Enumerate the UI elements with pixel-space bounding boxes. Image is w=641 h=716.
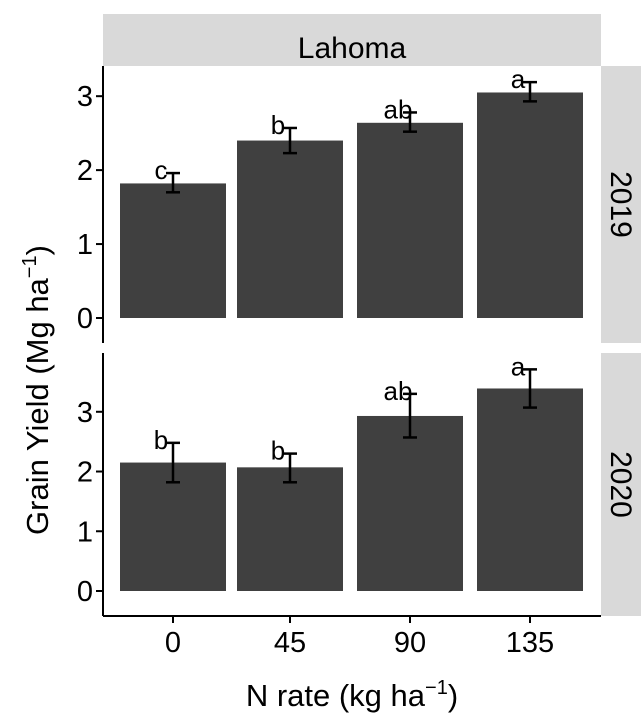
significance-letter: b <box>154 425 168 455</box>
bar <box>477 388 583 591</box>
panel-2020: 2020 0 1 2 3 b b ab a <box>77 351 641 617</box>
significance-letter: ab <box>384 376 413 406</box>
bar <box>357 415 463 591</box>
bar <box>357 122 463 318</box>
panel-2019: 2019 0 1 2 3 c b ab a <box>77 64 641 343</box>
facet-strip-top: Lahoma <box>103 14 601 66</box>
facet-strip-background <box>103 14 601 66</box>
significance-letter: a <box>511 351 526 381</box>
y-tick-label: 3 <box>77 81 93 113</box>
bar <box>120 462 226 591</box>
y-tick-label: 2 <box>77 155 93 187</box>
bar <box>120 183 226 318</box>
x-tick-label: 45 <box>274 627 306 659</box>
significance-letter: ab <box>384 94 413 124</box>
x-axis-title-end: ) <box>448 678 458 713</box>
y-tick-label: 2 <box>77 457 93 489</box>
x-tick-label: 0 <box>165 627 181 659</box>
y-tick-label: 1 <box>77 229 93 261</box>
x-axis-title: N rate (kg ha−1) <box>246 677 458 713</box>
y-tick-label: 3 <box>77 397 93 429</box>
y-tick-label: 1 <box>77 516 93 548</box>
x-axis: 0 45 90 135 <box>165 616 554 659</box>
y-axis-title: Grain Yield (Mg ha−1) <box>19 245 55 535</box>
bar <box>237 140 343 318</box>
significance-letter: b <box>271 436 285 466</box>
facet-strip-right-background <box>601 66 641 343</box>
x-axis-title-main: N rate (kg ha <box>246 678 426 713</box>
y-tick-label: 0 <box>77 576 93 608</box>
x-tick-label: 135 <box>506 627 554 659</box>
significance-letter: c <box>155 155 168 185</box>
x-axis-title-sup: −1 <box>425 677 448 699</box>
bar <box>237 467 343 591</box>
facet-strip-label: Lahoma <box>298 32 407 65</box>
y-axis-title-main: Grain Yield (Mg ha <box>20 277 55 534</box>
facet-strip-right-label: 2020 <box>604 451 637 518</box>
y-axis-title-sup: −1 <box>19 255 41 278</box>
bar <box>477 92 583 318</box>
panels: 2019 0 1 2 3 c b ab a 2020 0 1 2 3 b b ab a <box>77 64 641 617</box>
significance-letter: a <box>511 64 526 94</box>
significance-letter: b <box>271 110 285 140</box>
facet-strip-right-background <box>601 353 641 616</box>
y-tick-label: 0 <box>77 303 93 335</box>
facet-strip-right-label: 2019 <box>604 171 637 238</box>
y-axis-title-end: ) <box>20 245 55 255</box>
x-tick-label: 90 <box>394 627 426 659</box>
